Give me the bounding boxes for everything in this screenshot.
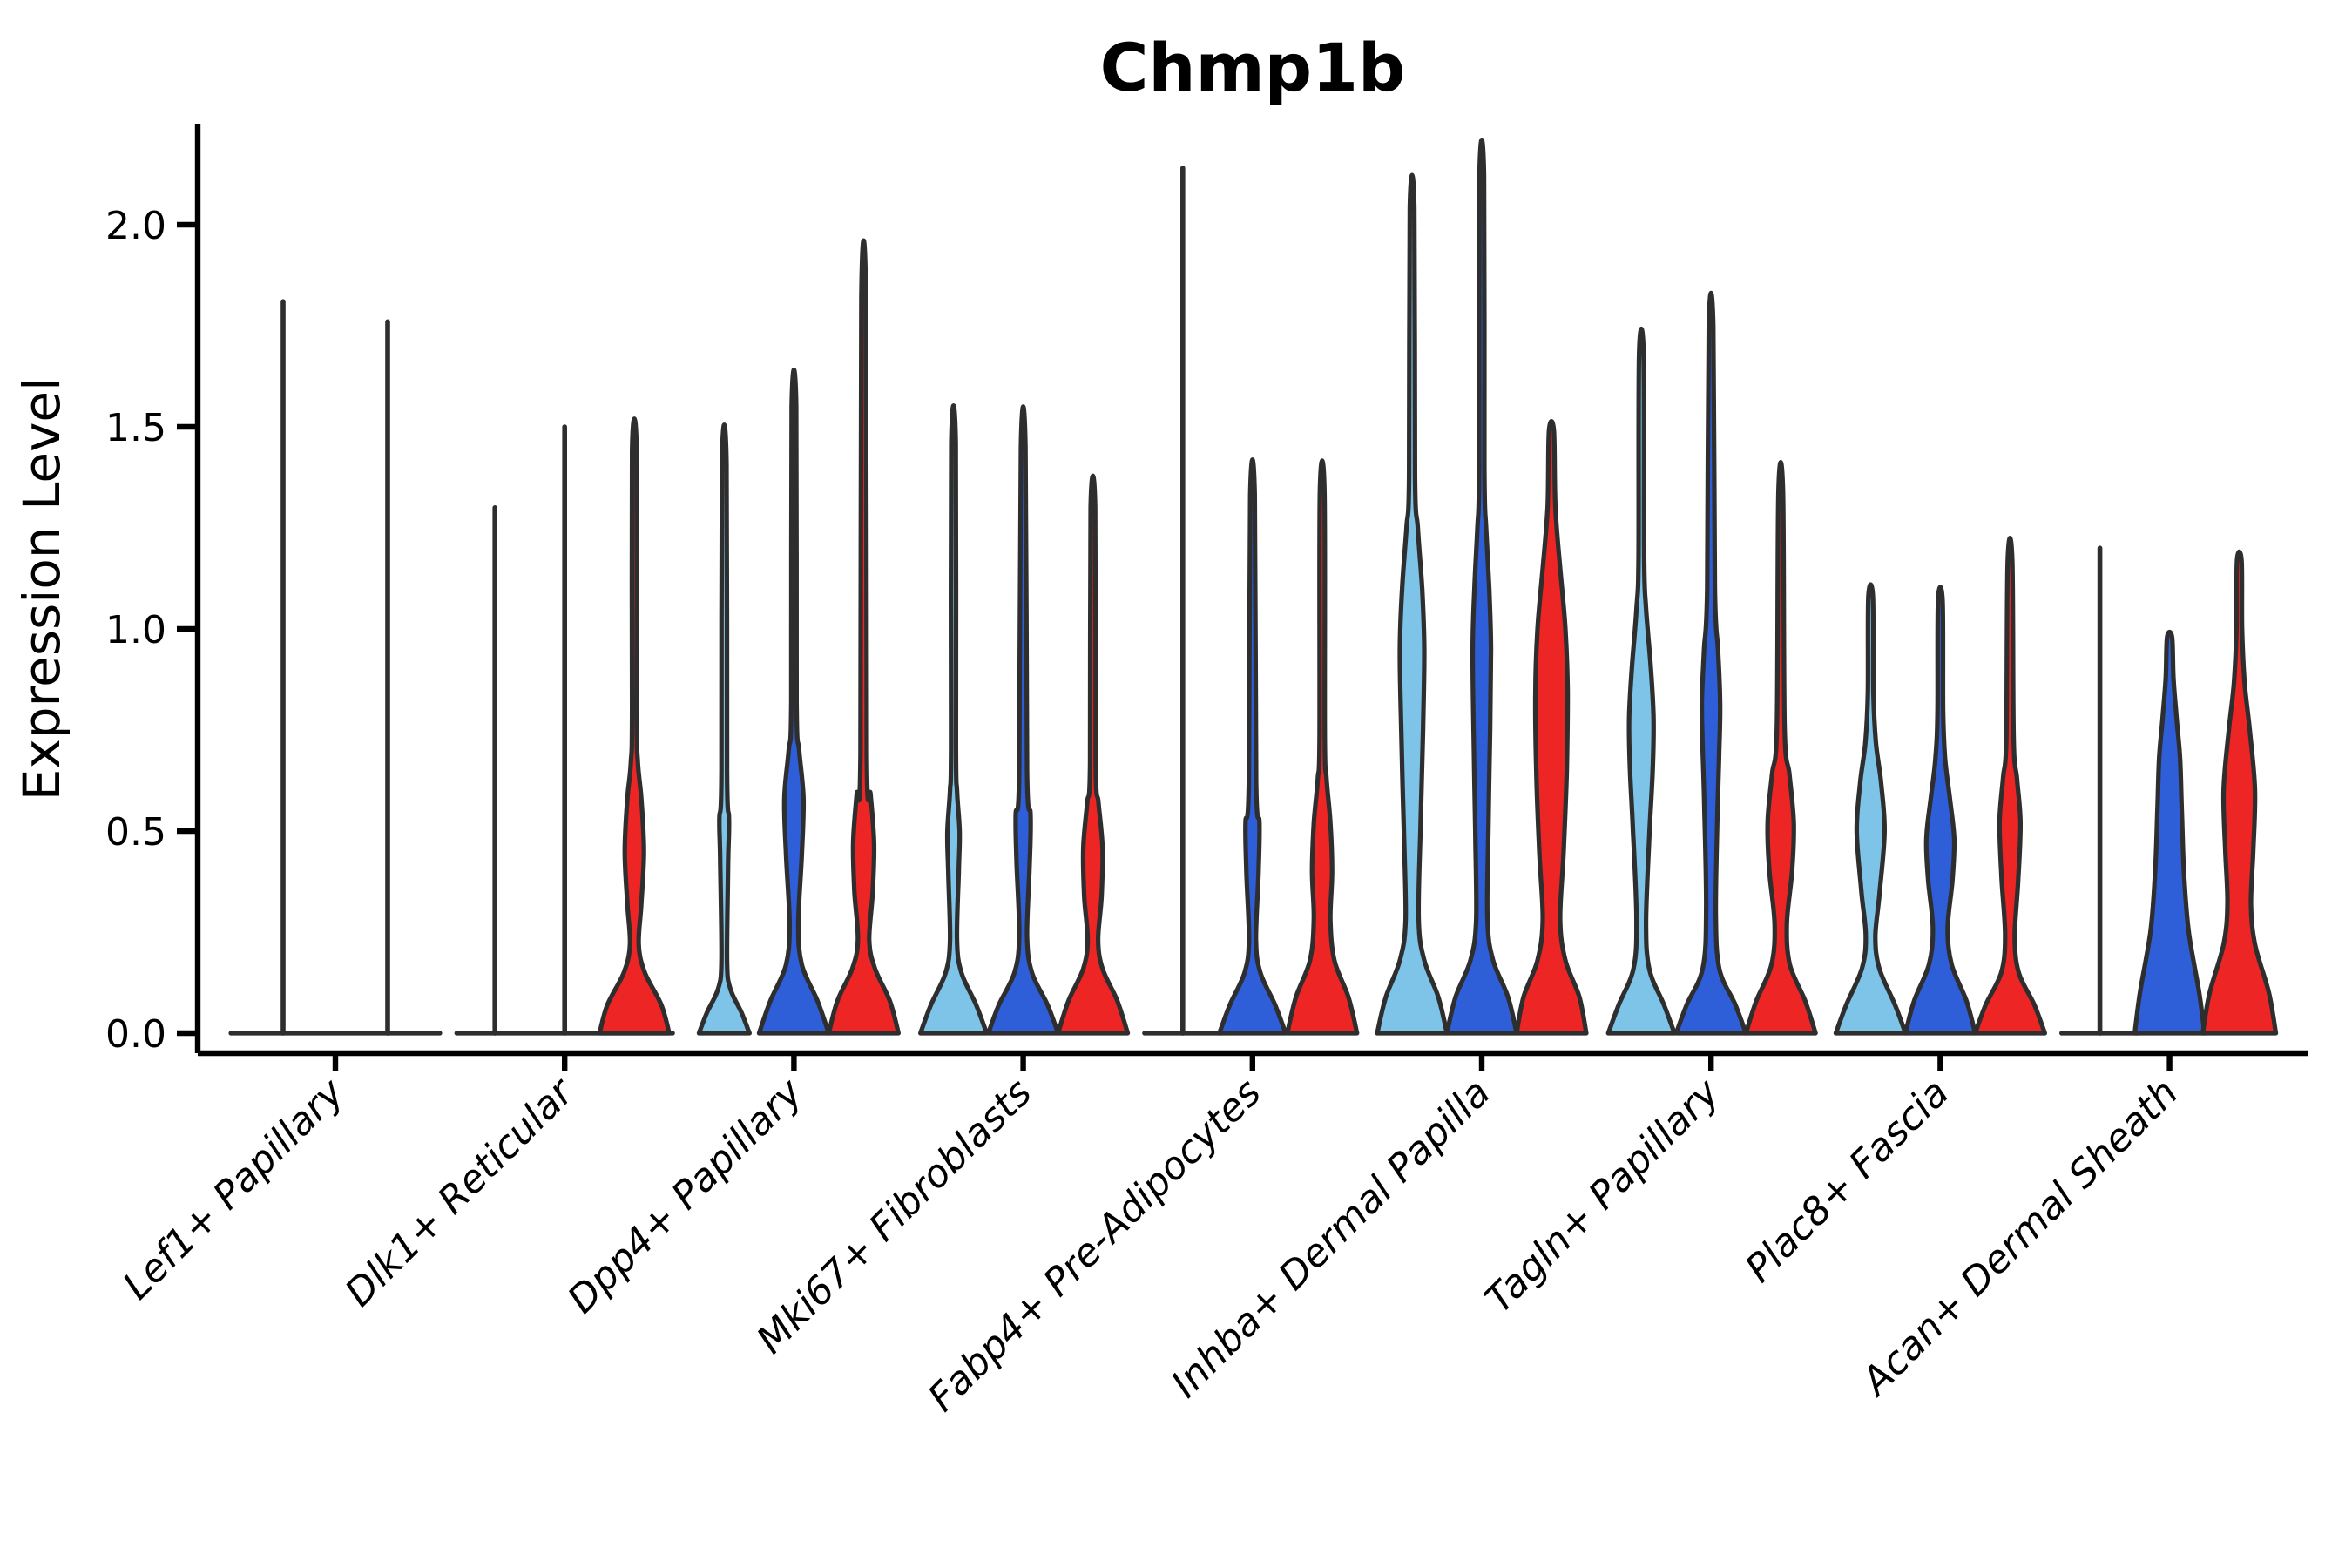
- violin-lightblue: [1375, 172, 1450, 1036]
- violin-blue: [2132, 629, 2207, 1036]
- y-tick-label: 0.0: [105, 1012, 166, 1057]
- violin-blue: [1217, 457, 1288, 1036]
- violin-red: [1972, 536, 2047, 1036]
- violin-blue: [986, 404, 1061, 1036]
- y-tick-label: 1.0: [105, 608, 166, 652]
- violin-red: [1285, 458, 1360, 1036]
- x-tick-label: Plac8+ Fascia: [1737, 1071, 1957, 1291]
- x-tick-label: Dlk1+ Reticular: [337, 1069, 584, 1315]
- violin-lightblue: [1833, 582, 1908, 1036]
- violin-red: [1056, 473, 1131, 1036]
- violin-lightblue: [918, 403, 990, 1036]
- violin-blue: [1903, 585, 1977, 1036]
- violin-lightblue: [1605, 327, 1677, 1036]
- violin-red: [1514, 419, 1589, 1036]
- violin-red: [2200, 549, 2279, 1036]
- chart-title: Chmp1b: [1100, 29, 1406, 106]
- x-tick-label: Lef1+ Papillary: [115, 1070, 354, 1308]
- violins-layer: [280, 138, 2279, 1036]
- x-tick-label: Tagln+ Papillary: [1477, 1070, 1728, 1321]
- violin-blue: [756, 368, 831, 1036]
- violin-lightblue: [696, 422, 752, 1036]
- violin-red: [597, 416, 672, 1036]
- y-tick-label: 2.0: [105, 204, 166, 248]
- violin-blue: [1673, 291, 1748, 1036]
- violin-blue: [1444, 138, 1519, 1036]
- violin-red: [826, 238, 901, 1036]
- y-tick-label: 0.5: [105, 810, 166, 855]
- x-tick-label: Dpp4+ Papillary: [559, 1070, 812, 1322]
- violin-red: [1743, 459, 1818, 1036]
- y-ticks-layer: 0.0 0.5 1.0 1.5 2.0: [105, 204, 198, 1057]
- y-axis-label: Expression Level: [12, 377, 71, 801]
- y-tick-label: 1.5: [105, 406, 166, 450]
